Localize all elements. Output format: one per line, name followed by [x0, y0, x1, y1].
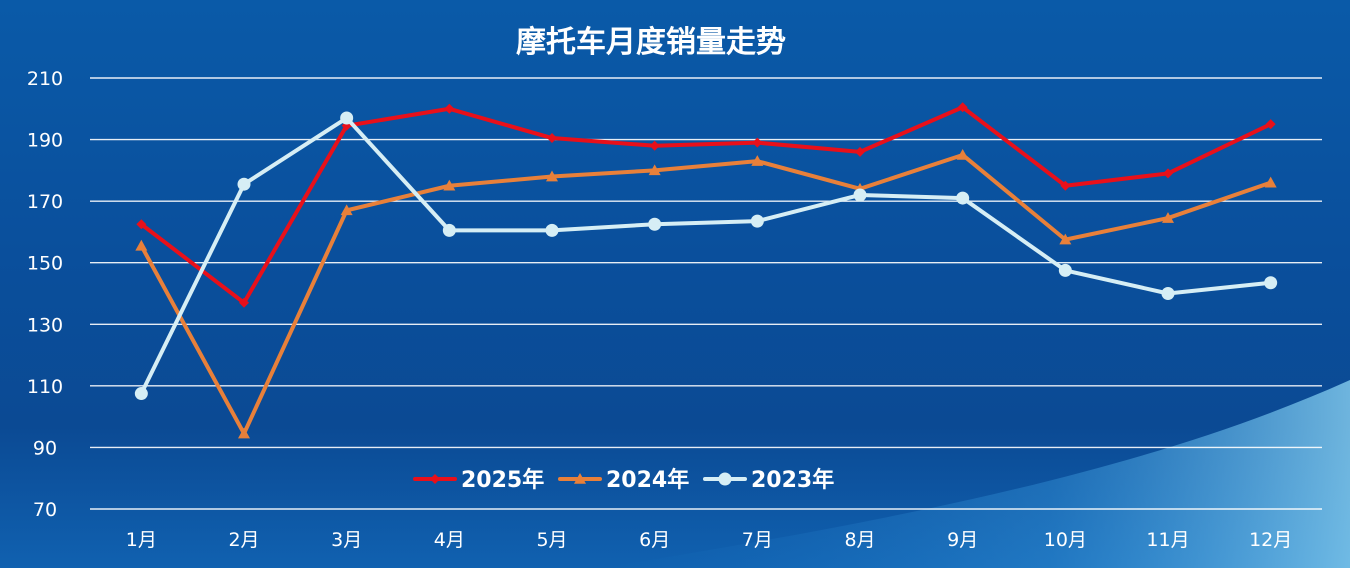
- x-tick-label: 1月: [126, 529, 157, 551]
- data-point: [134, 387, 148, 401]
- chart-title: 摩托车月度销量走势: [516, 25, 786, 60]
- data-point: [547, 133, 557, 144]
- data-point: [444, 103, 455, 114]
- x-tick-label: 3月: [331, 529, 362, 551]
- data-point: [443, 179, 456, 191]
- data-point: [136, 219, 147, 230]
- data-point: [1161, 287, 1175, 300]
- series-1: [136, 102, 1276, 308]
- y-tick-label: 210: [27, 68, 63, 90]
- data-point: [751, 155, 764, 166]
- x-tick-label: 5月: [536, 529, 567, 551]
- data-point: [853, 188, 867, 202]
- data-point: [1059, 233, 1072, 245]
- data-point: [1163, 168, 1173, 179]
- data-point: [956, 191, 970, 205]
- gridlines: [90, 77, 1322, 510]
- decorative-wave: [600, 380, 1350, 568]
- legend-label: 2023年: [751, 467, 834, 493]
- data-point: [1060, 180, 1071, 191]
- y-axis-ticks: 70 90 110 130 150 170 190 210: [27, 68, 63, 521]
- data-point: [340, 111, 354, 125]
- series-2: [135, 148, 1277, 439]
- data-point: [239, 297, 249, 308]
- series-group: [134, 102, 1278, 439]
- x-tick-label: 12月: [1249, 529, 1292, 551]
- data-point: [855, 146, 865, 157]
- series-3: [134, 111, 1278, 401]
- x-tick-label: 9月: [947, 529, 978, 551]
- data-point: [649, 140, 660, 151]
- data-point: [648, 217, 662, 231]
- data-point: [442, 223, 456, 237]
- x-tick-label: 8月: [844, 529, 875, 551]
- legend-label: 2025年: [461, 467, 544, 493]
- data-point: [135, 239, 148, 251]
- x-tick-label: 11月: [1146, 529, 1189, 551]
- data-point: [1058, 263, 1072, 277]
- data-point: [718, 472, 732, 486]
- data-point: [545, 223, 559, 237]
- x-tick-label: 2月: [228, 529, 259, 551]
- x-tick-label: 6月: [639, 529, 670, 551]
- x-tick-label: 10月: [1044, 529, 1087, 551]
- y-tick-label: 90: [33, 437, 57, 459]
- data-point: [574, 473, 586, 484]
- legend-label: 2024年: [606, 467, 689, 493]
- y-tick-label: 130: [27, 314, 63, 336]
- y-tick-label: 170: [27, 191, 63, 213]
- series-line: [139, 105, 1273, 305]
- data-point: [1264, 176, 1277, 188]
- data-point: [237, 177, 251, 191]
- data-point: [1162, 212, 1174, 223]
- y-tick-label: 70: [33, 499, 57, 521]
- data-point: [430, 474, 440, 484]
- data-point: [648, 164, 661, 176]
- x-axis-ticks: 1月 2月 3月 4月 5月 6月 7月 8月 9月 10月 11月 12月: [126, 529, 1292, 551]
- series-line: [139, 152, 1273, 436]
- data-point: [1264, 276, 1278, 290]
- y-tick-label: 150: [27, 253, 63, 275]
- y-tick-label: 110: [27, 376, 63, 398]
- data-point: [752, 137, 763, 148]
- series-line: [139, 116, 1273, 396]
- x-tick-label: 4月: [434, 529, 465, 551]
- legend: 2025年 2024年 2023年: [413, 467, 834, 493]
- data-point: [340, 204, 353, 216]
- data-point: [1265, 119, 1276, 130]
- y-tick-label: 190: [27, 130, 63, 152]
- data-point: [957, 102, 968, 113]
- data-point: [750, 214, 764, 228]
- data-point: [238, 427, 250, 439]
- data-point: [956, 148, 969, 160]
- data-point: [546, 170, 558, 182]
- x-tick-label: 7月: [742, 529, 773, 551]
